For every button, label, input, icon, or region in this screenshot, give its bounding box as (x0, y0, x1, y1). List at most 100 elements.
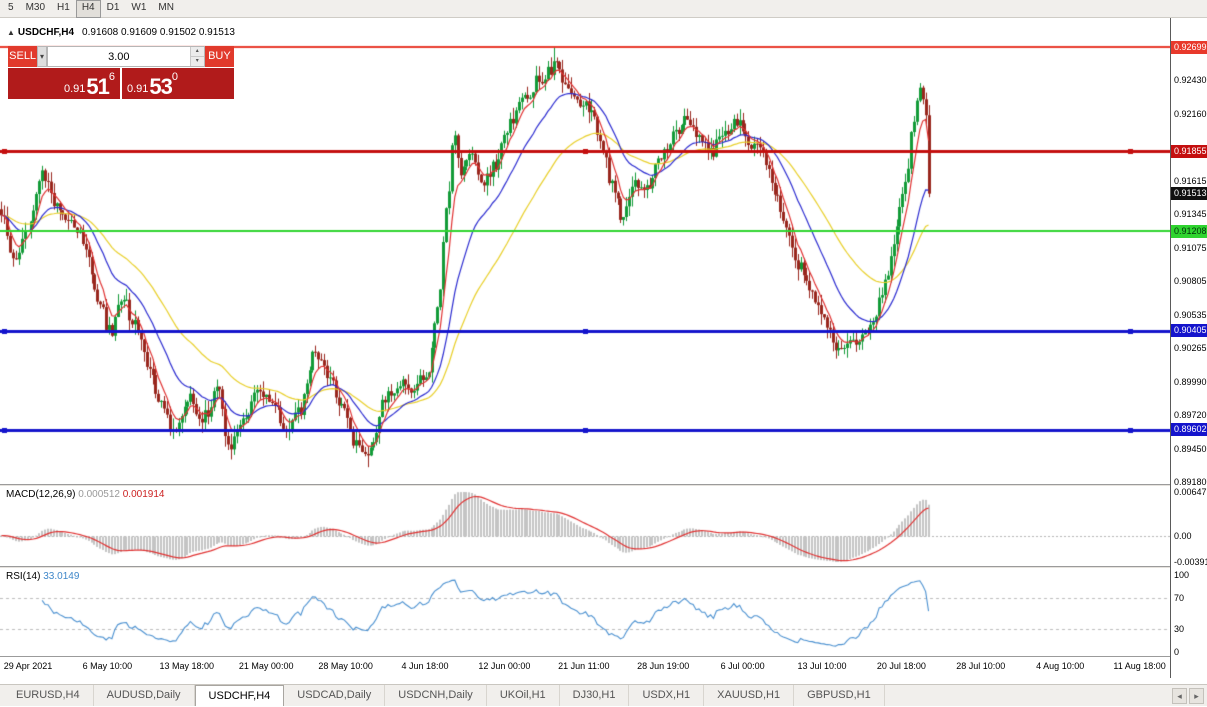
macd-axis-tick: 0.00647 (1174, 487, 1207, 497)
time-axis-label: 28 Jun 19:00 (637, 661, 690, 671)
chart-tab-usdcad-daily[interactable]: USDCAD,Daily (284, 685, 386, 706)
time-axis-label: 13 May 18:00 (159, 661, 215, 671)
lot-increase-button[interactable]: ▴ (190, 47, 204, 57)
timeframe-buttons: 5 M30 H1 H4 D1 W1 MN (2, 0, 180, 18)
sell-price-point: 6 (108, 71, 115, 83)
chart-tab-usdx-h1[interactable]: USDX,H1 (629, 685, 705, 706)
main-price-scale[interactable]: 0.92430 0.92160 0.91615 0.91345 0.91075 0.908… (1171, 18, 1207, 487)
chart-tabs: EURUSD,H4 AUDUSD,Daily USDCHF,H4 USDCAD,Dai… (3, 685, 1207, 706)
price-axis-tick: 0.91615 (1174, 176, 1207, 187)
buy-button[interactable]: BUY (204, 46, 234, 67)
timeframe-button-mn[interactable]: MN (158, 1, 174, 13)
price-axis-column[interactable]: 0.92430 0.92160 0.91615 0.91345 0.91075 0.908… (1170, 18, 1207, 678)
rsi-axis-tick: 100 (1174, 570, 1190, 580)
rsi-name: RSI(14) (6, 571, 41, 582)
rsi-indicator-canvas[interactable] (0, 568, 1170, 656)
price-axis-tick: 0.92430 (1174, 75, 1207, 86)
price-axis-marker-090405: 0.90405 (1171, 324, 1207, 338)
buy-price-point: 0 (171, 71, 179, 83)
buy-price-pips: 53 (149, 74, 173, 99)
time-axis-label: 28 May 10:00 (318, 661, 373, 671)
time-axis-label: 6 May 10:00 (82, 661, 133, 671)
chart-header: ▲ USDCHF,H4 0.91608 0.91609 0.91502 0.9151… (7, 27, 235, 38)
lot-spinner: ▴ ▾ (189, 47, 204, 66)
rsi-value: 33.0149 (43, 571, 80, 582)
trade-controls-row: SELL ▾ ▴ ▾ BUY (8, 46, 234, 67)
timeframe-button-w1[interactable]: W1 (131, 1, 147, 13)
price-axis-tick: 0.92160 (1174, 108, 1207, 119)
time-axis-label: 11 Aug 18:00 (1113, 661, 1166, 671)
price-axis-tick: 0.90535 (1174, 309, 1207, 320)
trade-prices-row: 0.91 51 6 0.91 53 0 (8, 68, 234, 99)
timeframe-toolbar: 5 M30 H1 H4 D1 W1 MN (0, 0, 1207, 18)
sell-price-display[interactable]: 0.91 51 6 (8, 68, 120, 99)
rsi-panel-separator[interactable] (0, 566, 1207, 568)
time-axis-label: 13 Jul 10:00 (797, 661, 847, 671)
timeframe-button-h1[interactable]: H1 (57, 1, 70, 13)
price-axis-marker-091855: 0.91855 (1171, 144, 1207, 158)
time-axis-label: 4 Jun 18:00 (401, 661, 449, 671)
macd-panel-separator[interactable] (0, 484, 1207, 486)
sell-price-pips: 51 (86, 74, 110, 99)
chart-symbol-label: USDCHF,H4 (17, 27, 75, 38)
lot-dropdown-button[interactable]: ▾ (37, 46, 47, 67)
sell-button[interactable]: SELL (8, 46, 38, 67)
tab-scroll-controls: ◂ ▸ (1172, 688, 1204, 704)
chart-tabs-bar: EURUSD,H4 AUDUSD,Daily USDCHF,H4 USDCAD,Dai… (0, 684, 1207, 706)
rsi-axis-tick: 70 (1174, 593, 1185, 604)
macd-main-value: 0.000512 (78, 489, 120, 500)
rsi-axis-tick: 30 (1174, 623, 1185, 634)
macd-indicator-canvas[interactable] (0, 486, 1170, 566)
price-axis-marker-089602: 0.89602 (1171, 423, 1207, 437)
time-axis[interactable]: 29 Apr 2021 6 May 10:00 13 May 18:00 21 May… (0, 656, 1170, 678)
lot-decrease-button[interactable]: ▾ (190, 57, 204, 66)
chart-tab-gbpusd-h1[interactable]: GBPUSD,H1 (794, 685, 885, 706)
sell-price-prefix: 0.91 (63, 83, 86, 95)
chart-ohlc-values: 0.91608 0.91609 0.91502 0.91513 (82, 27, 235, 38)
price-axis-tick: 0.89450 (1174, 443, 1207, 454)
timeframe-button-h4[interactable]: H4 (75, 0, 101, 18)
time-axis-label: 4 Aug 10:00 (1036, 661, 1085, 671)
tabs-scroll-right-icon[interactable]: ▸ (1189, 688, 1204, 704)
chart-tab-dj30-h1[interactable]: DJ30,H1 (560, 685, 630, 706)
price-axis-tick: 0.89990 (1174, 376, 1207, 387)
macd-signal-value: 0.001914 (122, 489, 165, 500)
time-axis-label: 28 Jul 10:00 (956, 661, 1006, 671)
time-axis-label: 29 Apr 2021 (3, 661, 53, 671)
chart-tab-eurusd-h4[interactable]: EURUSD,H4 (3, 685, 94, 706)
rsi-label: RSI(14) 33.0149 (6, 571, 79, 582)
macd-label: MACD(12,26,9) 0.000512 0.001914 (6, 489, 164, 500)
price-axis-tick: 0.90805 (1174, 276, 1207, 287)
macd-axis-tick: 0.00 (1174, 530, 1192, 541)
chart-tab-ukoil-h1[interactable]: UKOil,H1 (487, 685, 560, 706)
price-axis-tick: 0.89720 (1174, 410, 1207, 421)
lot-size-input[interactable] (47, 47, 190, 66)
chart-tab-audusd-daily[interactable]: AUDUSD,Daily (94, 685, 195, 706)
price-axis-tick: 0.91075 (1174, 242, 1207, 253)
timeframe-button-m30[interactable]: M30 (25, 1, 46, 13)
price-axis-marker-092699: 0.92699 (1171, 40, 1207, 54)
chart-tab-usdcnh-daily[interactable]: USDCNH,Daily (385, 685, 487, 706)
macd-name: MACD(12,26,9) (6, 489, 76, 500)
buy-price-display[interactable]: 0.91 53 0 (122, 68, 234, 99)
price-axis-marker-091513: 0.91513 (1171, 187, 1207, 201)
price-axis-marker-091208: 0.91208 (1171, 224, 1207, 238)
one-click-panel-toggle-icon[interactable]: ▲ (7, 28, 15, 37)
buy-price-prefix: 0.91 (127, 83, 149, 95)
chart-tab-usdchf-h4[interactable]: USDCHF,H4 (194, 685, 285, 706)
price-axis-tick: 0.91345 (1174, 209, 1207, 220)
macd-axis-tick: -0.00391 (1174, 557, 1207, 567)
timeframe-button-d1[interactable]: D1 (106, 1, 120, 13)
macd-scale[interactable]: 0.00647 0.00 -0.00391 (1171, 486, 1207, 567)
price-axis-tick: 0.89180 (1174, 477, 1207, 488)
tabs-scroll-left-icon[interactable]: ◂ (1172, 688, 1187, 704)
rsi-axis-tick: 0 (1174, 647, 1180, 657)
time-axis-label: 20 Jul 18:00 (876, 661, 926, 671)
rsi-scale[interactable]: 100 70 30 0 (1171, 568, 1207, 657)
time-axis-label: 21 May 00:00 (238, 661, 294, 671)
time-axis-label: 6 Jul 00:00 (720, 661, 765, 671)
time-axis-label: 21 Jun 11:00 (558, 661, 610, 671)
timeframe-button-5[interactable]: 5 (8, 1, 14, 13)
chart-tab-xauusd-h1[interactable]: XAUUSD,H1 (704, 685, 795, 706)
